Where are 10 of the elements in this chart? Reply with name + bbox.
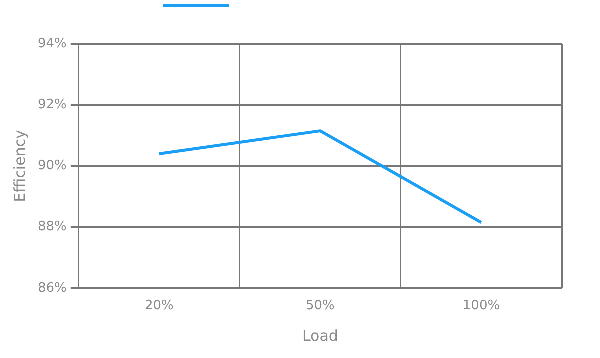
- x-axis-title: Load: [302, 326, 338, 345]
- y-tick-label: 94%: [38, 36, 67, 52]
- y-tick-label: 86%: [38, 280, 67, 296]
- y-tick-label: 92%: [38, 97, 67, 112]
- y-axis-title: Efficiency: [10, 130, 29, 202]
- x-tick-label: 20%: [144, 298, 174, 314]
- y-tick-label: 90%: [38, 158, 67, 174]
- x-tick-label: 50%: [306, 298, 335, 314]
- x-tick-label: 100%: [462, 298, 500, 314]
- y-tick-label: 88%: [38, 220, 67, 235]
